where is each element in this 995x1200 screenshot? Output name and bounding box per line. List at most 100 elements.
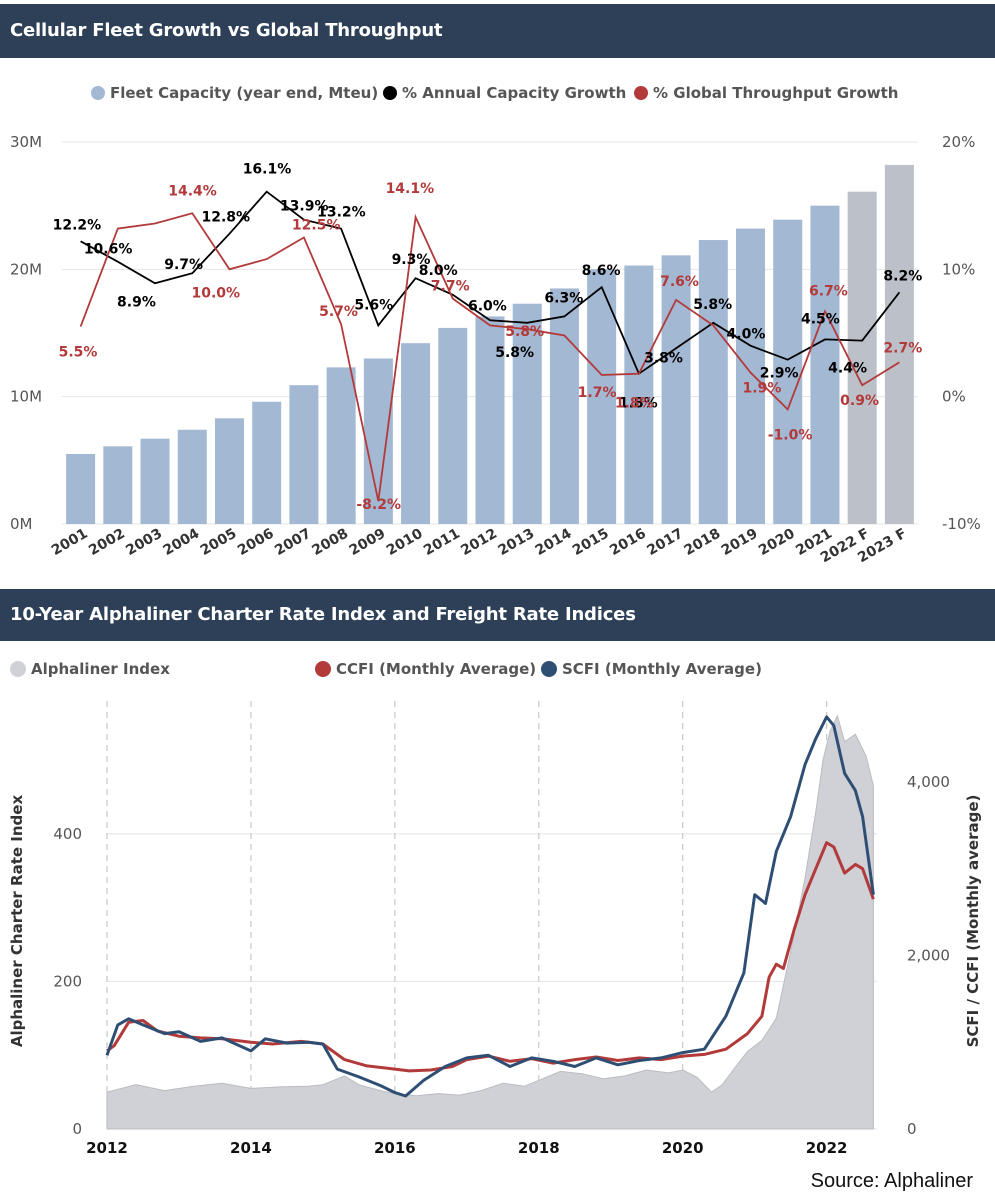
legend-label-1: Alphaliner Index: [31, 660, 170, 678]
y-left-axis-title: Alphaliner Charter Rate Index: [8, 795, 26, 1048]
y-left-tick-label: 20M: [10, 260, 42, 278]
y-right-tick-label: 0%: [942, 388, 966, 406]
throughput-growth-label: 1.8%: [615, 396, 654, 412]
x-tick-label: 2001: [49, 526, 91, 559]
fleet-capacity-bar: [214, 418, 244, 524]
x-tick-label: 2007: [272, 526, 314, 559]
legend-marker-2: [383, 86, 397, 100]
y-right-axis-title: SCFI / CCFI (Monthly average): [964, 795, 982, 1048]
throughput-growth-label: 10.0%: [191, 285, 240, 301]
y-right-tick-label: 0: [907, 1120, 917, 1138]
y-left-tick-label: 0M: [10, 515, 33, 533]
throughput-growth-label: 5.7%: [319, 304, 358, 320]
throughput-growth-label: 0.9%: [840, 393, 879, 409]
throughput-growth-label: 5.5%: [59, 345, 98, 361]
fleet-capacity-bar: [884, 164, 914, 525]
fleet-capacity-bar: [736, 228, 766, 524]
throughput-growth-label: 12.5%: [292, 218, 341, 234]
x-tick-label: 2020: [662, 1139, 704, 1157]
fleet-capacity-bar: [103, 446, 133, 524]
x-tick-label: 2014: [533, 525, 575, 558]
capacity-growth-label: 6.3%: [544, 290, 583, 306]
y-right-tick-label: -10%: [942, 515, 981, 533]
throughput-growth-label: 5.8%: [505, 324, 544, 340]
x-tick-label: 2018: [518, 1139, 560, 1157]
throughput-growth-label: 1.9%: [743, 380, 782, 396]
x-tick-label: 2005: [198, 526, 240, 559]
x-tick-label: 2008: [309, 526, 351, 559]
x-tick-label: 2013: [495, 526, 537, 559]
throughput-growth-label: 7.6%: [660, 274, 699, 290]
capacity-growth-label: 4.4%: [828, 361, 867, 377]
legend-marker-1: [91, 86, 105, 100]
x-tick-label: 2014: [230, 1139, 272, 1157]
legend-marker-1: [10, 661, 26, 677]
fleet-capacity-bar: [326, 367, 356, 524]
charter-rate-chart: Alphaliner Index CCFI (Monthly Average) SC…: [8, 660, 982, 1157]
x-tick-label: 2006: [235, 526, 277, 559]
fleet-capacity-bar: [698, 240, 728, 524]
y-left-tick-label: 200: [53, 972, 82, 990]
fleet-capacity-bar: [252, 401, 282, 524]
capacity-growth-label: 9.7%: [164, 257, 203, 273]
throughput-growth-label: 14.1%: [386, 181, 435, 197]
capacity-growth-label: 1.8%: [619, 396, 658, 412]
capacity-growth-label: 5.6%: [354, 297, 393, 313]
fleet-capacity-bar: [624, 265, 654, 524]
capacity-growth-label: 6.0%: [468, 298, 507, 314]
fleet-capacity-bar: [438, 327, 468, 524]
y-right-tick-label: 4,000: [907, 773, 950, 791]
capacity-growth-label: 12.8%: [201, 210, 250, 226]
throughput-growth-label: 2.7%: [883, 340, 922, 356]
scfi-line: [105, 715, 875, 1098]
charter-legend: Alphaliner Index CCFI (Monthly Average) SC…: [10, 660, 762, 678]
fleet-capacity-bar: [475, 316, 505, 524]
x-tick-label: 2002: [86, 526, 128, 559]
throughput-growth-label: 6.7%: [809, 283, 848, 299]
alphaliner-index-area: [106, 714, 874, 1130]
y-left-tick-label: 10M: [10, 388, 42, 406]
x-tick-label: 2022: [806, 1139, 848, 1157]
x-tick-label: 2016: [607, 526, 649, 559]
source-note: Source: Alphaliner: [810, 1170, 973, 1192]
fleet-capacity-bar: [773, 219, 803, 524]
fleet-capacity-bar: [289, 385, 319, 524]
legend-marker-3: [634, 86, 648, 100]
y-left-tick-label: 30M: [10, 133, 42, 151]
x-tick-label: 2011: [421, 526, 463, 559]
x-tick-label: 2018: [682, 526, 724, 559]
y-right-tick-label: 10%: [942, 260, 975, 278]
legend-marker-2: [315, 661, 331, 677]
x-tick-label: 2017: [644, 526, 686, 559]
capacity-growth-label: 13.2%: [317, 205, 366, 221]
x-tick-label: 2015: [570, 526, 612, 559]
throughput-growth-label: 7.7%: [431, 279, 470, 295]
capacity-growth-label: 9.3%: [392, 252, 431, 268]
x-tick-label: 2003: [123, 526, 165, 559]
throughput-growth-label: -1.0%: [768, 427, 813, 443]
fleet-capacity-bar: [401, 343, 431, 524]
fleet-capacity-bar: [140, 438, 170, 524]
throughput-growth-label: 14.4%: [168, 183, 217, 199]
x-tick-label: 2016: [374, 1139, 416, 1157]
capacity-growth-label: 13.9%: [280, 199, 329, 215]
capacity-growth-line: [80, 190, 901, 376]
fleet-capacity-bar: [177, 429, 207, 524]
fleet-growth-chart: Fleet Capacity (year end, Mteu) % Annual …: [10, 84, 981, 566]
capacity-growth-label: 8.9%: [117, 294, 156, 310]
fleet-capacity-bar: [512, 303, 542, 524]
x-tick-label: 2012: [86, 1139, 128, 1157]
ccfi-line: [106, 841, 875, 1073]
capacity-growth-label: 5.8%: [495, 345, 534, 361]
capacity-growth-label: 8.6%: [582, 263, 621, 279]
x-tick-label: 2004: [161, 525, 203, 558]
fleet-capacity-bar: [66, 453, 96, 524]
fleet-legend: Fleet Capacity (year end, Mteu) % Annual …: [91, 84, 898, 102]
capacity-growth-label: 2.9%: [760, 366, 799, 382]
capacity-growth-label: 4.5%: [801, 311, 840, 327]
fleet-capacity-bar: [549, 288, 579, 524]
throughput-growth-label: -8.2%: [356, 497, 401, 513]
capacity-growth-label: 8.0%: [419, 263, 458, 279]
y-left-tick-label: 400: [53, 825, 82, 843]
x-tick-label: 2020: [756, 525, 798, 558]
